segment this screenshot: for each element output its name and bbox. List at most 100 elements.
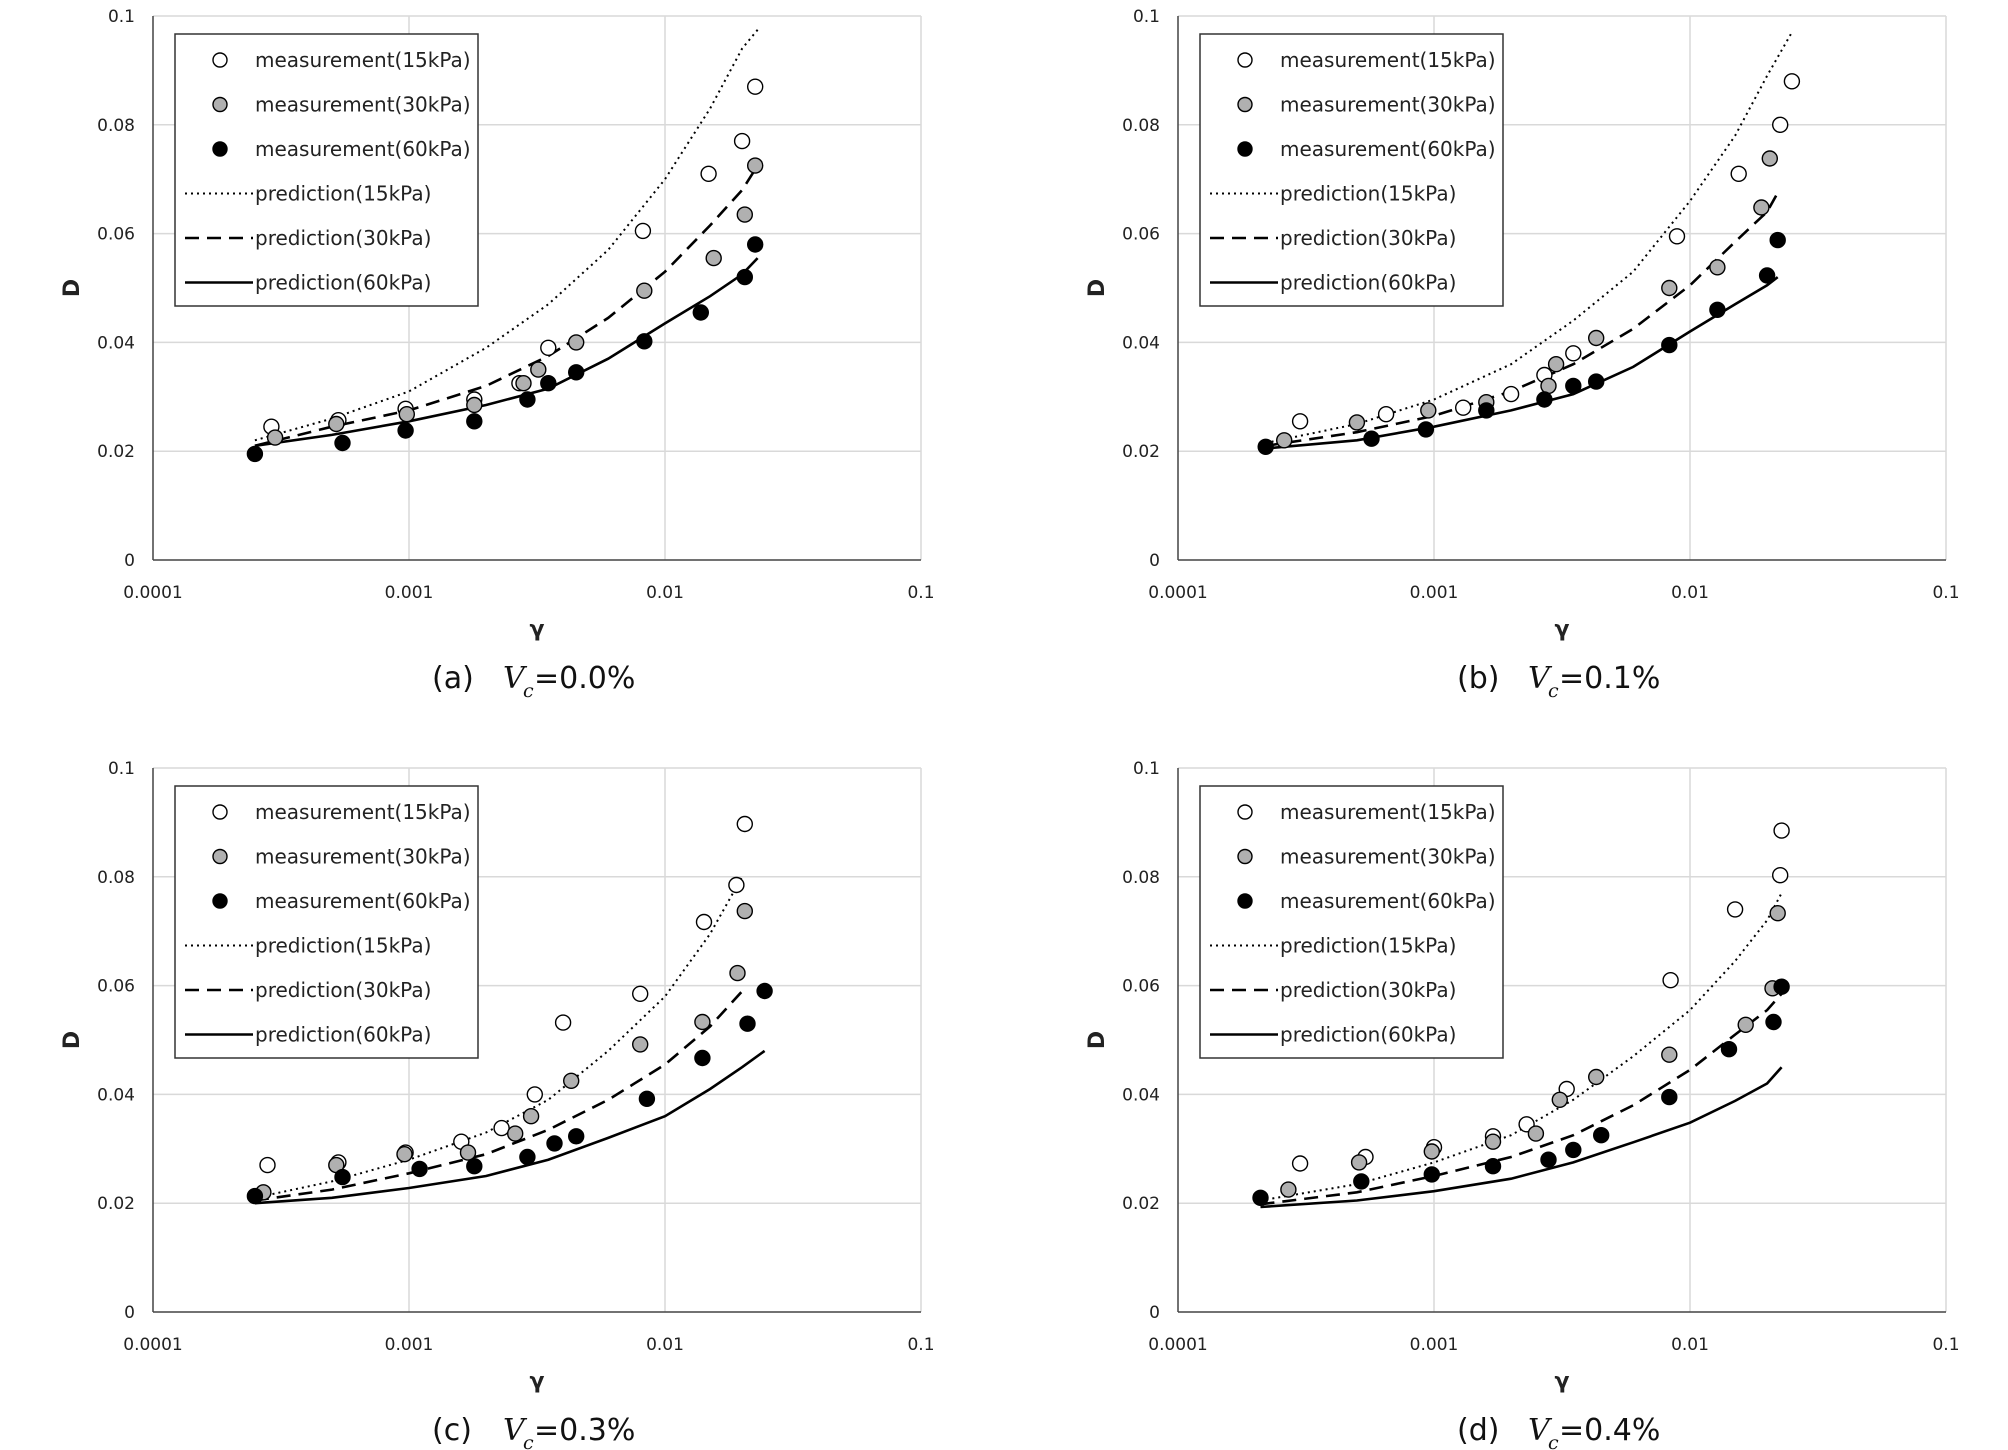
data-point <box>411 1160 428 1178</box>
y-tick-label: 0.02 <box>97 1194 135 1214</box>
y-tick-label: 0.08 <box>1122 868 1160 888</box>
data-point <box>1478 402 1495 419</box>
data-point <box>546 1135 563 1152</box>
data-point <box>1291 1155 1309 1172</box>
y-axis-label: D <box>1085 1031 1110 1049</box>
data-point <box>1720 1040 1738 1058</box>
data-point <box>1761 150 1779 167</box>
data-point <box>1771 116 1789 134</box>
y-tick-label: 0.08 <box>1122 116 1160 136</box>
data-point <box>636 282 653 299</box>
legend-entry: prediction(60kPa) <box>255 271 431 295</box>
data-point <box>1709 259 1726 276</box>
y-tick-label: 0.06 <box>97 225 135 245</box>
data-point <box>1275 432 1293 449</box>
y-tick-label: 0.08 <box>97 116 135 136</box>
data-point <box>747 157 764 174</box>
legend-entry: prediction(30kPa) <box>255 978 431 1002</box>
legend-entry: prediction(60kPa) <box>255 1023 431 1047</box>
data-point <box>1661 279 1678 297</box>
data-point <box>1783 73 1801 90</box>
y-tick-label: 0.1 <box>1133 759 1160 779</box>
legend-swatch <box>1237 52 1253 68</box>
legend-entry: prediction(60kPa) <box>1280 1023 1456 1047</box>
x-tick-label: 0.01 <box>646 1335 684 1355</box>
y-tick-label: 0.04 <box>97 333 135 353</box>
data-point <box>1353 1173 1370 1190</box>
data-point <box>1587 329 1605 347</box>
x-tick-label: 0.0001 <box>123 1335 182 1355</box>
data-point <box>636 333 653 350</box>
data-point <box>466 396 483 414</box>
caption-value: =0.1% <box>1559 661 1660 696</box>
y-tick-label: 0.02 <box>1122 1194 1160 1214</box>
data-point <box>1280 1181 1297 1198</box>
caption-value: =0.0% <box>534 661 635 696</box>
data-point <box>1587 373 1605 390</box>
caption-label: (d) <box>1457 1413 1499 1448</box>
x-tick-label: 0.01 <box>1671 583 1709 603</box>
data-point <box>1773 822 1790 839</box>
series-line-5 <box>254 1049 766 1205</box>
x-tick-label: 0.001 <box>385 583 434 603</box>
data-point <box>526 1086 543 1103</box>
data-point <box>1565 1141 1582 1159</box>
caption-subscript: c <box>1548 1432 1559 1450</box>
y-tick-label: 0.04 <box>97 1085 135 1105</box>
data-point <box>729 964 746 982</box>
series-line-5 <box>1260 1066 1783 1209</box>
legend-swatch <box>212 848 228 865</box>
data-point <box>328 415 345 433</box>
legend-swatch <box>1237 141 1253 157</box>
data-point <box>736 268 753 286</box>
data-point <box>334 1168 351 1186</box>
y-axis-label: D <box>60 1031 85 1049</box>
data-point <box>466 413 483 430</box>
y-tick-label: 0 <box>124 551 135 571</box>
legend-entry: measurement(15kPa) <box>1280 800 1496 824</box>
caption-variable: V <box>503 661 528 696</box>
y-tick-label: 0.02 <box>97 442 135 462</box>
x-axis-label: γ <box>530 1369 545 1394</box>
legend-swatch <box>1237 804 1253 820</box>
data-point <box>733 132 751 150</box>
data-point <box>568 1128 585 1145</box>
x-axis-label: γ <box>530 617 545 642</box>
legend-swatch <box>1237 893 1253 909</box>
data-point <box>1758 267 1776 284</box>
legend-entry: prediction(15kPa) <box>255 934 431 958</box>
data-point <box>266 429 284 446</box>
data-point <box>563 1072 580 1090</box>
data-point <box>1502 385 1520 403</box>
data-point <box>568 334 585 351</box>
data-point <box>466 1157 483 1175</box>
data-point <box>1363 430 1380 447</box>
data-point <box>1377 406 1395 423</box>
x-tick-label: 0.01 <box>1671 1335 1709 1355</box>
data-point <box>1527 1125 1545 1142</box>
legend-swatch <box>1237 96 1253 113</box>
legend <box>174 785 479 1059</box>
legend-entry: prediction(60kPa) <box>1280 271 1456 295</box>
x-tick-label: 0.1 <box>1932 583 1959 603</box>
caption-value: =0.3% <box>534 1413 635 1448</box>
legend-entry: prediction(30kPa) <box>1280 978 1456 1002</box>
y-tick-label: 0.06 <box>97 977 135 997</box>
data-point <box>1592 1126 1610 1144</box>
legend-entry: prediction(15kPa) <box>1280 182 1456 206</box>
data-point <box>1661 1088 1678 1106</box>
data-point <box>1536 391 1553 408</box>
caption-variable: V <box>1528 661 1553 696</box>
caption-variable: V <box>1528 1413 1553 1448</box>
data-point <box>1765 1013 1782 1031</box>
x-tick-label: 0.1 <box>907 1335 934 1355</box>
data-point <box>459 1144 477 1161</box>
y-tick-label: 0.08 <box>97 868 135 888</box>
data-point <box>736 902 753 920</box>
data-point <box>1661 1046 1678 1063</box>
data-point <box>259 1156 276 1174</box>
data-point <box>736 815 753 833</box>
data-point <box>1252 1189 1269 1207</box>
caption-subscript: c <box>1548 680 1559 702</box>
y-tick-label: 0 <box>1149 551 1160 571</box>
